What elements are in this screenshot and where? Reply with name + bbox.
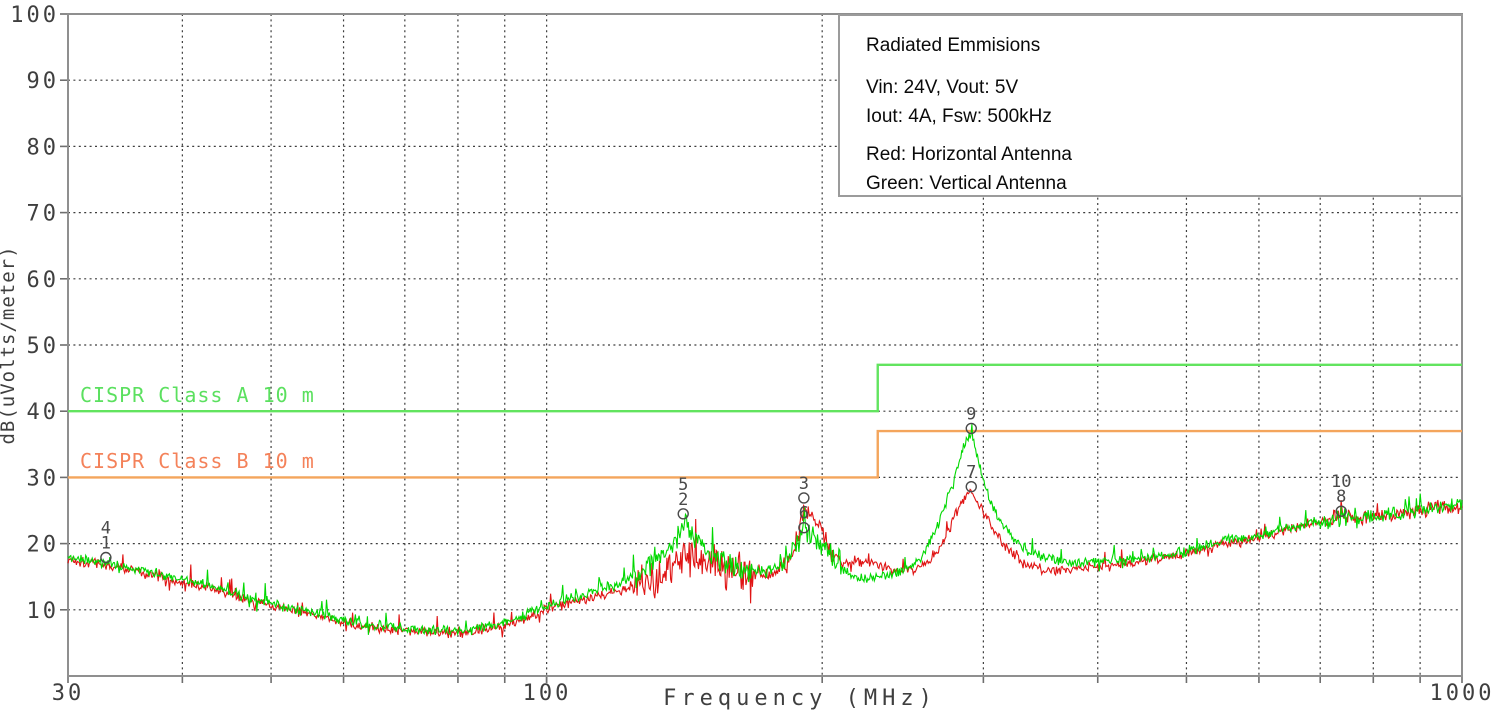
x-tick-label-100: 100 <box>523 681 572 706</box>
y-tick-label: 100 <box>10 3 59 28</box>
y-tick-label: 60 <box>27 268 60 293</box>
marker-circle-2 <box>677 508 689 520</box>
marker-circle-3 <box>798 492 810 504</box>
y-axis-title: dB(uVolts/meter) <box>0 245 19 444</box>
cispr-limit-lines <box>68 363 1462 479</box>
trace-horizontal-antenna <box>67 488 1463 639</box>
marker-circle-8 <box>1335 505 1347 517</box>
cispr-class-a-label: CISPR Class A 10 m <box>80 383 315 407</box>
peak-markers: 41 52 3 6 9 7 108 <box>100 404 1351 564</box>
y-tick-label: 80 <box>27 135 60 160</box>
x-tick-label-30: 30 <box>52 681 85 706</box>
y-axis-tick-labels: 100 90 80 70 60 50 40 30 20 10 <box>10 3 60 624</box>
y-tick-label: 70 <box>27 202 60 227</box>
marker-label-3: 3 <box>799 474 809 494</box>
legend-power-line1: Vin: 24V, Vout: 5V <box>866 77 1019 98</box>
legend-power-line2: Iout: 4A, Fsw: 500kHz <box>866 106 1052 127</box>
marker-circle-7 <box>965 480 977 493</box>
measurement-traces <box>67 423 1463 639</box>
plot-border <box>67 13 1463 677</box>
marker-label-5: 5 <box>678 475 688 495</box>
marker-circle-9 <box>965 422 977 435</box>
marker-circle-6 <box>798 522 810 534</box>
marker-label-8: 8 <box>1336 487 1346 507</box>
y-tick-label: 30 <box>27 466 60 491</box>
x-axis-title: Frequency (MHz) <box>663 686 937 711</box>
marker-label-9: 9 <box>966 404 976 424</box>
marker-label-6: 6 <box>799 504 809 524</box>
marker-label-1: 1 <box>101 534 111 554</box>
trace-vertical-antenna <box>67 423 1463 637</box>
marker-label-4: 4 <box>101 519 111 539</box>
x-tick-label-1000: 1000 <box>1430 681 1495 706</box>
marker-label-2: 2 <box>678 490 688 510</box>
legend-box: Radiated Emmisions Vin: 24V, Vout: 5V Io… <box>838 14 1463 197</box>
legend-antenna-green: Green: Vertical Antenna <box>866 173 1067 194</box>
limit-line-class-b <box>68 429 1462 479</box>
legend-title: Radiated Emmisions <box>866 35 1041 56</box>
y-tick-label: 10 <box>27 599 60 624</box>
y-tick-label: 90 <box>27 69 60 94</box>
y-tick-label: 50 <box>27 334 60 359</box>
legend-spacer <box>866 131 1461 140</box>
marker-label-7: 7 <box>966 463 976 483</box>
y-tick-label: 40 <box>27 400 60 425</box>
y-tick-label: 20 <box>27 533 60 558</box>
cispr-class-b-label: CISPR Class B 10 m <box>80 449 315 473</box>
marker-label-10: 10 <box>1331 472 1351 492</box>
legend-antenna-red: Red: Horizontal Antenna <box>866 144 1072 165</box>
axis-tick-marks <box>60 13 1463 683</box>
limit-line-class-a <box>68 363 1462 413</box>
marker-circle-1 <box>100 551 112 564</box>
